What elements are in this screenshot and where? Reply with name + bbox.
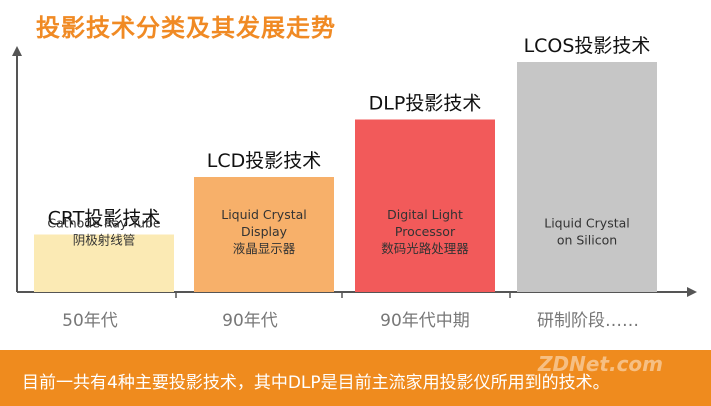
bar-inner-label: Liquid Crystal	[221, 207, 307, 222]
bar-1	[34, 234, 174, 292]
bar-inner-label: Digital Light	[387, 207, 463, 222]
bar-inner-label: 数码光路处理器	[381, 241, 469, 256]
bar-3	[355, 119, 495, 292]
x-tick-label: 90年代	[222, 311, 278, 331]
bar-heading: LCOS投影技术	[524, 35, 651, 57]
bar-heading: CRT投影技术	[48, 208, 161, 230]
bar-4	[517, 62, 657, 292]
bar-inner-label: Cathode Ray Tube	[47, 216, 160, 231]
bar-heading: LCD投影技术	[207, 150, 321, 172]
bar-inner-label: 阴极射线管	[73, 233, 136, 248]
chart-bars	[34, 62, 657, 292]
x-tick-label: 90年代中期	[380, 311, 470, 331]
footer-banner: 目前一共有4种主要投影技术，其中DLP是目前主流家用投影仪所用到的技术。 ZDN…	[0, 350, 711, 406]
y-axis-arrow	[12, 46, 22, 56]
x-axis-arrow	[687, 287, 697, 297]
page-title: 投影技术分类及其发展走势	[36, 14, 336, 42]
bar-inner-label: Liquid Crystal	[544, 216, 630, 231]
x-tick-label: 50年代	[62, 311, 118, 331]
bar-inner-label: Processor	[395, 224, 456, 239]
bar-inner-label: on Silicon	[557, 233, 617, 248]
bar-inner-label: 液晶显示器	[233, 241, 296, 256]
bar-inner-label: Display	[241, 224, 288, 239]
bar-2	[194, 177, 334, 292]
x-tick-label: 研制阶段……	[537, 311, 639, 331]
bar-heading: DLP投影技术	[369, 93, 482, 115]
watermark-logo: ZDNet.com	[538, 352, 663, 376]
footer-text: 目前一共有4种主要投影技术，其中DLP是目前主流家用投影仪所用到的技术。	[22, 373, 610, 393]
